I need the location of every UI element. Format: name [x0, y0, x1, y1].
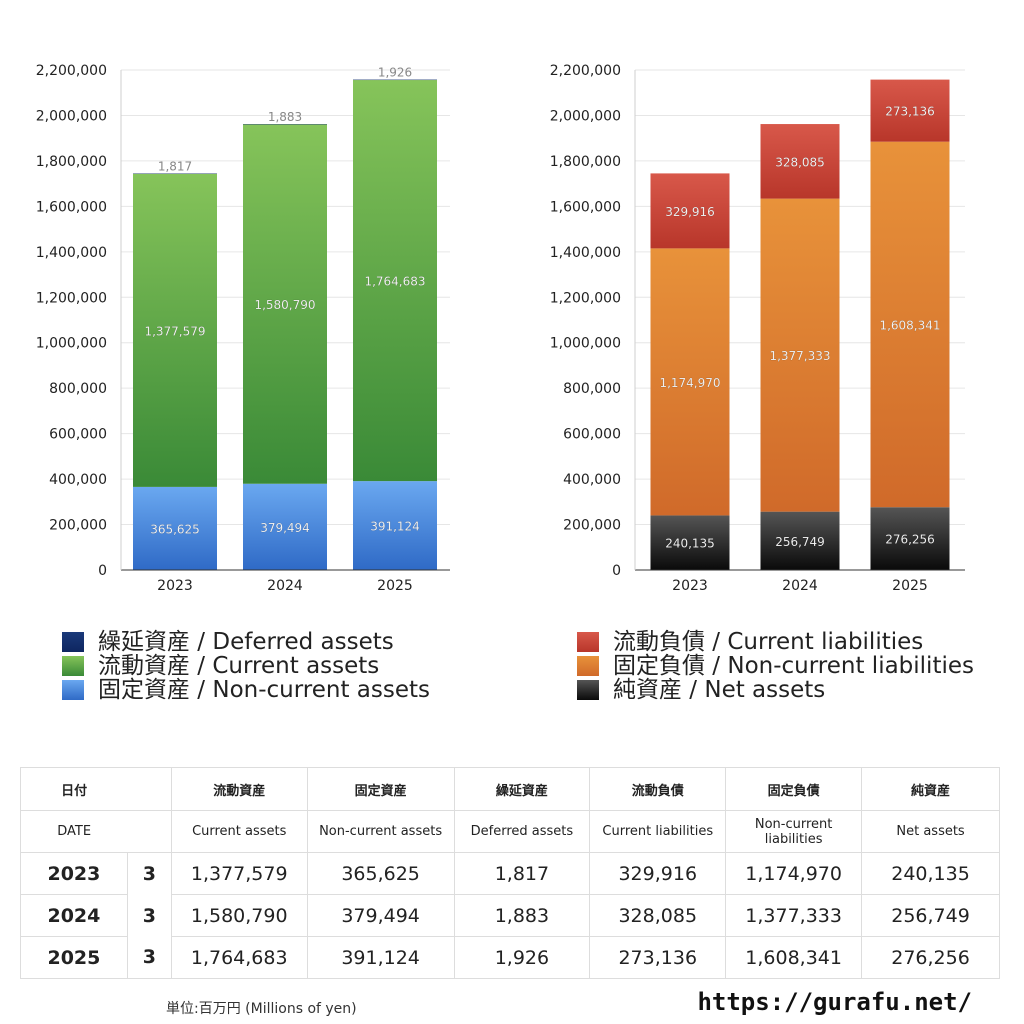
legend-item-current-liabilities: 流動負債 / Current liabilities	[577, 630, 974, 654]
legend-label: 繰延資産 / Deferred assets	[98, 629, 394, 655]
year-cell: 2023	[20, 852, 128, 895]
month-cell: 3	[126, 936, 172, 979]
y-tick-label: 2,200,000	[36, 63, 107, 79]
header-cell: Non-current assets	[306, 810, 455, 853]
source-url: https://gurafu.net/	[697, 988, 972, 1016]
header-cell: 固定負債	[725, 767, 863, 811]
value-cell: 273,136	[589, 936, 727, 979]
liabilities-legend: 流動負債 / Current liabilities 固定負債 / Non-cu…	[577, 630, 974, 702]
legend-swatch-deferred-assets	[62, 632, 84, 652]
value-cell: 276,256	[861, 936, 1000, 979]
y-tick-label: 1,200,000	[36, 290, 107, 306]
table-row: 2024 3 1,580,790 379,494 1,883 328,085 1…	[20, 894, 1000, 937]
bar-current_assets	[133, 173, 217, 487]
header-cell: 日付	[20, 767, 128, 811]
legend-item-noncurrent-assets: 固定資産 / Non-current assets	[62, 678, 430, 702]
data-label-deferred_assets: 1,817	[158, 159, 192, 173]
header-cell: Current assets	[170, 810, 308, 853]
legend-item-current-assets: 流動資産 / Current assets	[62, 654, 430, 678]
value-cell: 1,580,790	[170, 894, 308, 937]
value-cell: 1,377,579	[170, 852, 308, 895]
value-cell: 1,174,970	[725, 852, 863, 895]
assets-legend: 繰延資産 / Deferred assets 流動資産 / Current as…	[62, 630, 430, 702]
y-tick-label: 800,000	[49, 381, 107, 397]
value-cell: 256,749	[861, 894, 1000, 937]
data-label-deferred_assets: 1,926	[378, 66, 412, 80]
bar-noncurrent_assets	[353, 481, 437, 570]
balance-sheet-table: 日付 流動資産 固定資産 繰延資産 流動負債 固定負債 純資産 DATE Cur…	[20, 767, 1000, 979]
data-label-current_assets: 1,580,790	[254, 298, 315, 312]
header-cell: Current liabilities	[589, 810, 727, 853]
bar-current_assets	[243, 124, 327, 484]
header-cell: 固定資産	[306, 767, 455, 811]
month-cell: 3	[126, 894, 172, 937]
legend-label: 純資産 / Net assets	[613, 677, 826, 703]
x-tick-label: 2023	[157, 578, 193, 594]
legend-item-deferred-assets: 繰延資産 / Deferred assets	[62, 630, 430, 654]
data-label-current_assets: 1,377,579	[144, 324, 205, 338]
data-label-noncurrent_assets: 379,494	[260, 521, 310, 535]
data-label-noncurrent_assets: 391,124	[370, 520, 420, 534]
header-cell: 純資産	[861, 767, 1000, 811]
bar-current_assets	[353, 80, 437, 482]
legend-label: 流動負債 / Current liabilities	[613, 629, 924, 655]
month-cell: 3	[126, 852, 172, 895]
y-tick-label: 1,800,000	[36, 154, 107, 170]
legend-item-noncurrent-liabilities: 固定負債 / Non-current liabilities	[577, 654, 974, 678]
header-cell	[127, 767, 172, 811]
value-cell: 1,883	[453, 894, 591, 937]
y-tick-label: 1,600,000	[36, 199, 107, 215]
header-cell: 流動負債	[589, 767, 727, 811]
assets-chart: 0 200,000 400,000 600,000 800,000 1,000,000 1,…	[36, 63, 450, 594]
value-cell: 240,135	[861, 852, 1000, 895]
year-cell: 2024	[20, 894, 128, 937]
value-cell: 365,625	[306, 852, 455, 895]
year-cell: 2025	[20, 936, 128, 979]
legend-label: 固定負債 / Non-current liabilities	[613, 653, 974, 679]
header-cell	[127, 810, 172, 853]
table-header-en: DATE Current assets Non-current assets D…	[20, 810, 1000, 853]
value-cell: 379,494	[306, 894, 455, 937]
y-tick-label: 1,000,000	[36, 336, 107, 352]
header-cell: 流動資産	[170, 767, 308, 811]
y-tick-label: 2,000,000	[36, 108, 107, 124]
table-row: 2023 3 1,377,579 365,625 1,817 329,916 1…	[20, 852, 1000, 895]
legend-label: 流動資産 / Current assets	[98, 653, 380, 679]
data-label-current_assets: 1,764,683	[364, 275, 425, 289]
x-tick-label: 2024	[267, 578, 303, 594]
legend-swatch-noncurrent-assets	[62, 680, 84, 700]
legend-swatch-noncurrent-liabilities	[577, 656, 599, 676]
y-tick-label: 0	[98, 563, 107, 579]
legend-label: 固定資産 / Non-current assets	[98, 677, 431, 703]
legend-swatch-net-assets	[577, 680, 599, 700]
header-cell: Net assets	[861, 810, 1000, 853]
legend-swatch-current-assets	[62, 656, 84, 676]
table-row: 2025 3 1,764,683 391,124 1,926 273,136 1…	[20, 936, 1000, 979]
value-cell: 329,916	[589, 852, 727, 895]
value-cell: 1,608,341	[725, 936, 863, 979]
header-cell: DATE	[20, 810, 128, 853]
header-cell: 繰延資産	[453, 767, 591, 811]
legend-swatch-current-liabilities	[577, 632, 599, 652]
y-tick-label: 200,000	[49, 518, 107, 534]
y-tick-label: 600,000	[49, 427, 107, 443]
y-tick-label: 1,400,000	[36, 245, 107, 261]
bar-noncurrent_assets	[243, 483, 327, 570]
x-tick-label: 2025	[377, 578, 413, 594]
y-tick-label: 400,000	[49, 472, 107, 488]
value-cell: 1,817	[453, 852, 591, 895]
header-cell: Deferred assets	[453, 810, 591, 853]
bar-noncurrent_assets	[133, 486, 217, 570]
value-cell: 391,124	[306, 936, 455, 979]
data-label-deferred_assets: 1,883	[268, 110, 302, 124]
value-cell: 1,926	[453, 936, 591, 979]
table-header-jp: 日付 流動資産 固定資産 繰延資産 流動負債 固定負債 純資産	[20, 767, 1000, 811]
value-cell: 1,764,683	[170, 936, 308, 979]
unit-note: 単位:百万円 (Millions of yen)	[166, 1001, 357, 1017]
data-label-noncurrent_assets: 365,625	[150, 522, 200, 536]
value-cell: 1,377,333	[725, 894, 863, 937]
header-cell: Non-current liabilities	[725, 810, 863, 853]
legend-item-net-assets: 純資産 / Net assets	[577, 678, 974, 702]
value-cell: 328,085	[589, 894, 727, 937]
